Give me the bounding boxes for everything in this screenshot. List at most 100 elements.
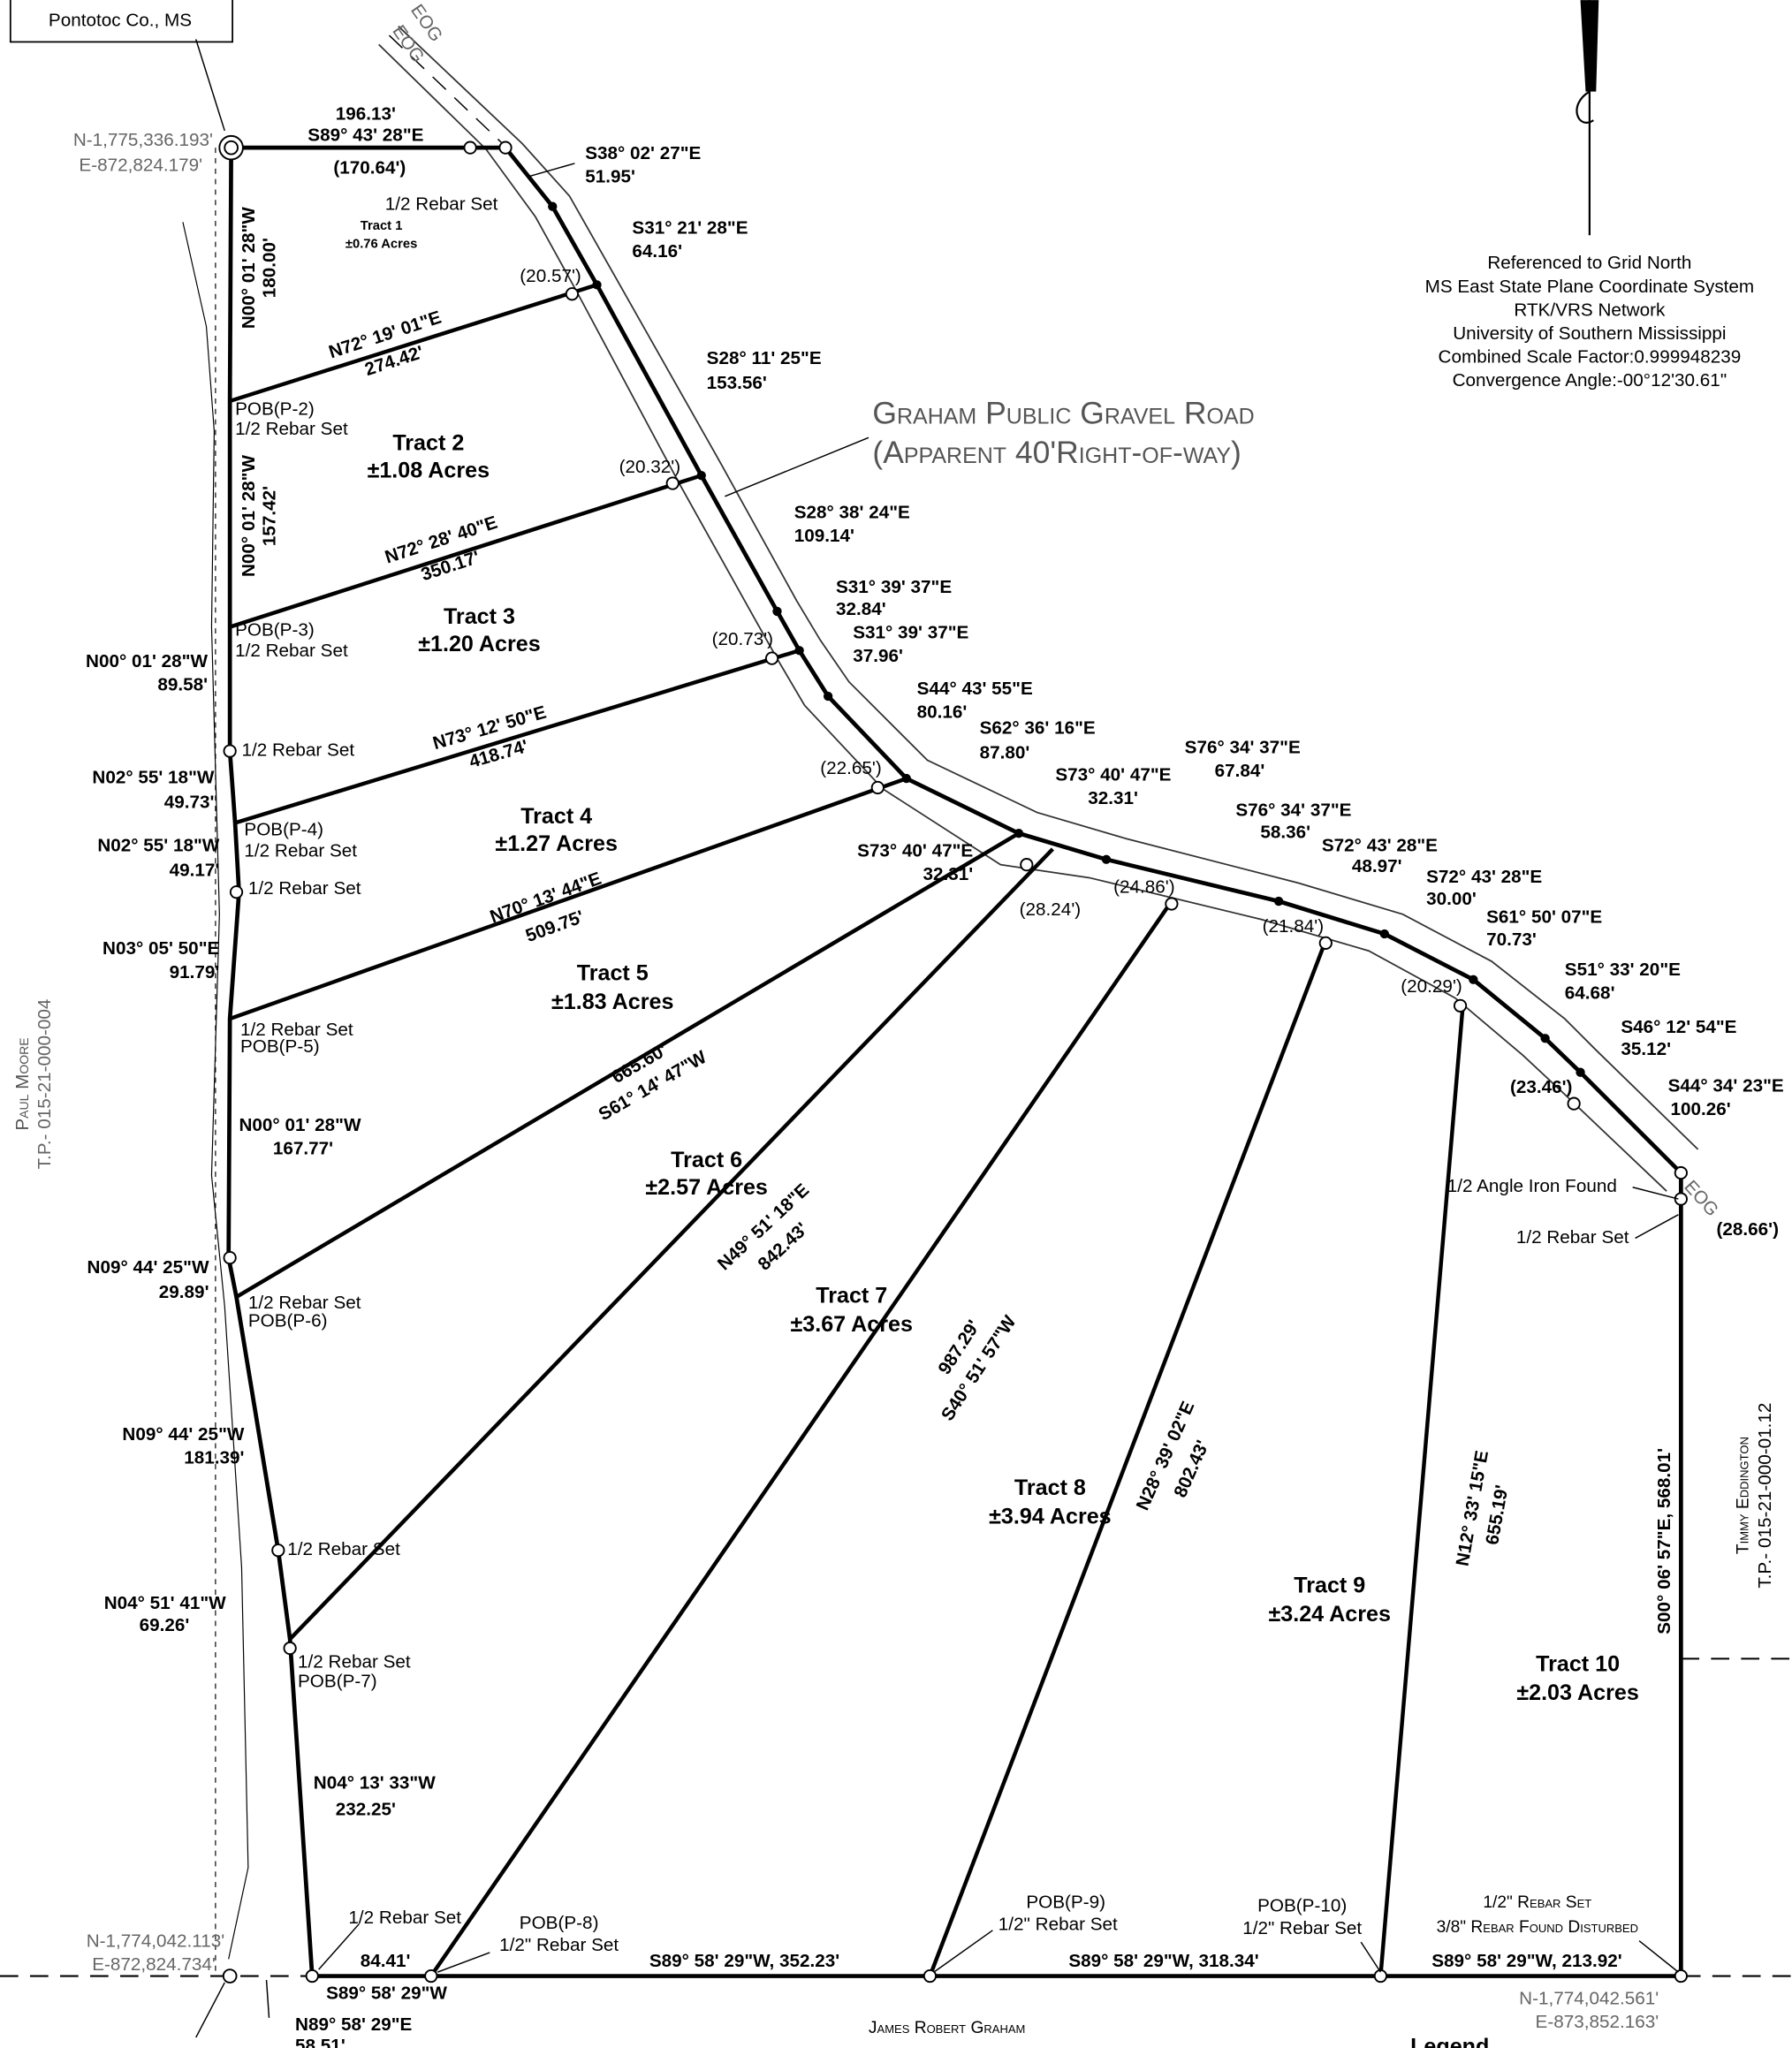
plat-label: 1/2 Rebar Set [385,194,498,215]
tract-line [235,831,1021,1299]
plat-label: 80.16' [917,702,968,723]
plat-label: 1/2 Rebar Set [1516,1227,1629,1248]
plat-label: Legend [1410,2034,1489,2048]
plat-label: 32.84' [836,599,886,619]
plat-label: Tract 5 [577,960,649,985]
plat-label: POB(P-6) [248,1310,328,1331]
plat-label: 37.96' [853,646,903,666]
location-box [9,0,233,43]
plat-label: S46° 12' 54"E [1621,1017,1736,1037]
plat-label: N-1,774,042.113' [87,1931,225,1952]
plat-label: 3/8" Rebar Found Disturbed [1437,1918,1638,1937]
plat-label: 49.73' [164,793,215,813]
plat-label: S31° 39' 37"E [836,577,952,597]
plat-label: S51° 33' 20"E [1565,960,1681,980]
plat-label: Convergence Angle:-00°12'30.61" [1453,370,1727,391]
tract-line [928,939,1328,1977]
plat-label: 1/2 Rebar Set [248,878,361,899]
plat-label: 196.13' [336,104,396,125]
plat-label: ±1.08 Acres [368,458,490,482]
plat-label: T.P.- 015-21-000-01.12 [1755,1403,1775,1589]
plat-label: ±1.83 Acres [551,990,674,1014]
plat-label: S89° 58' 29"W, 213.92' [1431,1951,1621,1971]
plat-label: POB(P-10) [1257,1896,1347,1916]
plat-label: S72° 43' 28"E [1322,835,1438,855]
fence-line [182,222,249,1960]
plat-label: Tract 7 [816,1284,887,1308]
plat-label: (28.66') [1717,1219,1779,1240]
plat-label: 89.58' [157,675,208,695]
plat-label: Graham Public Gravel Road [872,396,1254,431]
plat-label: (24.86') [1113,877,1175,898]
plat-label: 58.51' [295,2036,345,2048]
plat-label: (170.64') [333,157,406,178]
plat-label: ±3.94 Acres [989,1504,1112,1528]
plat-label: ±1.27 Acres [495,831,618,856]
plat-label: N00° 01' 28"W [239,207,259,329]
plat-label: Tract 3 [444,604,515,629]
plat-label: N-1,774,042.561' [1519,1989,1659,2009]
plat-label: POB(P-3) [235,620,315,641]
plat-label: S73° 40' 47"E [1055,765,1171,785]
tract-line [288,847,1054,1641]
plat-label: N00° 01' 28"W [86,651,208,671]
plat-label: 157.42' [259,486,279,546]
tract-boundary [226,145,1683,1978]
plat-label: 109.14' [794,526,854,546]
plat-label: N02° 55' 18"W [92,768,214,788]
plat-label: 232.25' [336,1799,396,1819]
plat-label: 1/2 Rebar Set [287,1539,400,1559]
plat-label: Timmy Eddington [1734,1437,1752,1554]
plat-label: 1/2 Angle Iron Found [1447,1176,1617,1196]
monuments [218,134,1688,1984]
plat-label: POB(P-9) [1026,1892,1105,1912]
plat-label: 64.68' [1565,982,1615,1003]
plat-label: 1/2" Rebar Set [999,1914,1118,1934]
plat-label: (21.84') [1263,916,1325,937]
plat-label: 1/2 Rebar Set [298,1651,411,1672]
plat-label: POB(P-5) [240,1036,320,1057]
plat-label: (Apparent 40'Right-of-way) [872,435,1241,470]
plat-label: 32.31' [1088,788,1138,808]
plat-label: RTK/VRS Network [1514,300,1666,320]
plat-label: Tract 8 [1014,1475,1086,1500]
plat-label: University of Southern Mississippi [1453,323,1726,344]
row-line-east [398,26,1699,1150]
plat-label: 1/2 Rebar Set [235,419,348,439]
plat-label: 1/2 Rebar Set [235,641,348,661]
plat-label: 70.73' [1486,929,1537,950]
plat-label: S76° 34' 37"E [1235,800,1351,821]
plat-label: N03° 05' 50"E [103,938,219,959]
plat-label: S31° 21' 28"E [632,217,748,238]
plat-label: (20.32') [619,457,680,477]
plat-label: N00° 01' 28"W [239,1115,361,1135]
plat-label: 35.12' [1621,1039,1671,1059]
plat-label: 1/2" Rebar Set [1483,1893,1591,1912]
plat-label: (20.57') [520,266,581,286]
plat-label: ±3.67 Acres [790,1312,913,1337]
plat-label: 84.41' [361,1951,411,1971]
plat-label: Paul Moore [12,1037,33,1130]
plat-label: Referenced to Grid North [1487,253,1691,273]
plat-label: Combined Scale Factor:0.999948239 [1439,347,1742,368]
plat-label: (28.24') [1020,899,1082,920]
plat-label: 91.79' [170,962,220,982]
plat-label: Tract 2 [392,430,464,455]
plat-label: Tract 10 [1536,1651,1620,1676]
plat-label: E-872,824.734' [92,1954,216,1975]
plat-label: Tract 6 [671,1148,742,1172]
plat-label: 29.89' [159,1282,209,1302]
plat-label: Tract 4 [520,804,592,829]
plat-label: 1/2 Rebar Set [348,1908,461,1928]
plat-label: POB(P-8) [520,1913,599,1933]
plat-label: 69.26' [140,1615,190,1635]
plat-label: 180.00' [259,238,279,298]
plat-label: 100.26' [1671,1099,1731,1119]
plat-label: S89° 58' 29"W, 318.34' [1068,1951,1258,1971]
plat-label: POB(P-7) [298,1671,377,1691]
plat-label: N00° 01' 28"W [239,455,259,577]
plat-label: N04° 51' 41"W [104,1593,226,1613]
plat-label: E-873,852.163' [1536,2012,1659,2032]
plat-label: 51.95' [585,167,635,187]
